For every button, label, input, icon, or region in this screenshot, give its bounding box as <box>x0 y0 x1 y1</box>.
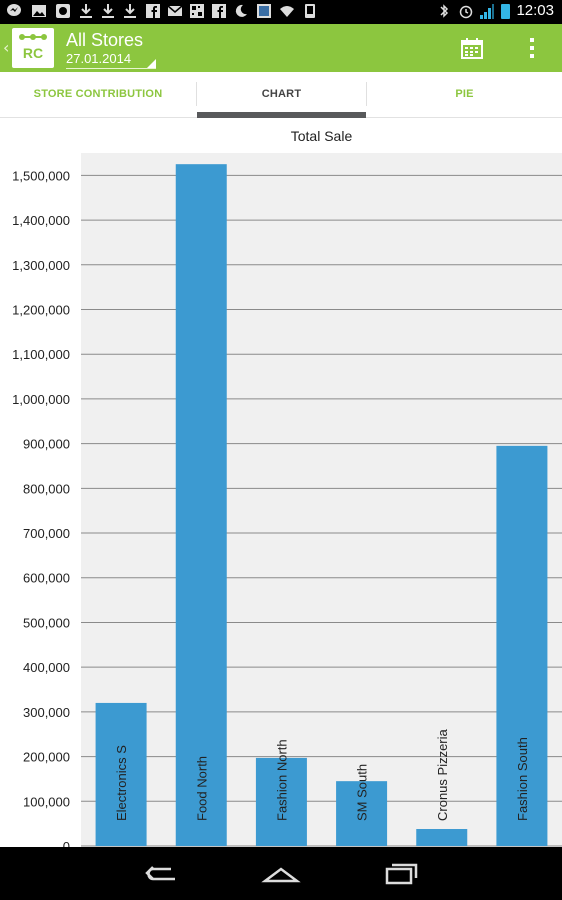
recent-apps-icon <box>385 863 418 885</box>
download-icon <box>100 3 116 19</box>
gmail-icon <box>167 3 183 19</box>
recent-apps-button[interactable] <box>381 859 421 887</box>
alarm-icon <box>458 3 474 19</box>
qr-icon <box>189 3 205 19</box>
page-title: All Stores <box>66 30 144 50</box>
y-tick-label: 800,000 <box>23 481 70 496</box>
tab-divider <box>366 82 367 106</box>
date-spinner[interactable]: 27.01.2014 <box>66 51 156 69</box>
category-label: Fashion South <box>515 737 530 821</box>
category-label: Cronus Pizzeria <box>435 728 450 821</box>
battery-icon <box>501 4 510 19</box>
y-tick-label: 900,000 <box>23 437 70 452</box>
status-bar: 12:03 <box>0 0 562 24</box>
tab-bar: STORE CONTRIBUTION CHART PIE <box>0 72 562 118</box>
category-label: Fashion North <box>274 739 289 821</box>
app-icon <box>302 3 318 19</box>
chart-area[interactable]: Total Sale 0 100,000 200,000 300,000 400,000… <box>0 118 562 847</box>
y-tick-label: 1,200,000 <box>12 302 70 317</box>
plot-background <box>81 153 562 846</box>
navigation-bar <box>0 847 562 900</box>
download-icon <box>78 3 94 19</box>
app-icon <box>256 3 272 19</box>
home-icon <box>261 867 301 883</box>
bar-fashion-south <box>496 445 548 846</box>
tab-store-contribution[interactable]: STORE CONTRIBUTION <box>33 88 163 100</box>
chart-title: Total Sale <box>290 128 353 144</box>
up-caret-icon[interactable]: ‹ <box>3 38 10 57</box>
home-button[interactable] <box>261 859 301 887</box>
bar-sm-south <box>336 781 388 846</box>
tab-selected-indicator <box>197 112 366 118</box>
logo-text: RC <box>22 45 44 61</box>
download-icon <box>122 3 138 19</box>
app-logo[interactable]: RC <box>12 28 54 68</box>
bar-electronics-s <box>95 702 147 846</box>
y-tick-label: 1,000,000 <box>12 392 70 407</box>
overflow-menu-button[interactable] <box>522 36 542 60</box>
y-tick-label: 1,500,000 <box>12 168 70 183</box>
date-value: 27.01.2014 <box>66 51 132 66</box>
tab-divider <box>196 82 197 106</box>
spinner-triangle-icon <box>147 59 156 68</box>
signal-icon <box>480 4 494 19</box>
moon-icon <box>233 3 249 19</box>
back-button[interactable] <box>141 859 181 887</box>
tab-pie[interactable]: PIE <box>455 88 474 100</box>
tab-chart[interactable]: CHART <box>261 88 302 100</box>
y-tick-label: 400,000 <box>23 660 70 675</box>
y-tick-label: 1,300,000 <box>12 258 70 273</box>
status-clock: 12:03 <box>516 2 554 19</box>
y-tick-label: 1,100,000 <box>12 347 70 362</box>
logo-dots-icon <box>19 33 47 41</box>
action-bar: ‹ RC All Stores 27.01.2014 <box>0 24 562 72</box>
y-tick-label: 100,000 <box>23 794 70 809</box>
y-tick-label: 300,000 <box>23 705 70 720</box>
overflow-menu-icon <box>530 38 534 42</box>
facebook-icon <box>145 3 161 19</box>
calendar-icon <box>461 38 483 59</box>
app-icon <box>55 3 71 19</box>
y-tick-label: 600,000 <box>23 571 70 586</box>
y-tick-label: 1,400,000 <box>12 213 70 228</box>
y-tick-label: 500,000 <box>23 615 70 630</box>
back-icon <box>145 866 175 881</box>
bluetooth-icon <box>436 3 452 19</box>
bar-cronus-pizzeria <box>416 829 468 846</box>
calendar-button[interactable] <box>460 37 484 59</box>
y-tick-label: 700,000 <box>23 526 70 541</box>
image-icon <box>31 3 47 19</box>
category-label: Electronics S <box>114 745 129 821</box>
category-label: Food North <box>194 756 209 821</box>
facebook-icon <box>211 3 227 19</box>
bar-fashion-north <box>255 757 307 846</box>
bar-chart: 0 100,000 200,000 300,000 400,000 500,000 600,… <box>12 153 562 847</box>
messenger-icon <box>6 3 22 19</box>
y-tick-label: 200,000 <box>23 750 70 765</box>
y-tick-label: 0 <box>63 839 70 847</box>
bar-food-north <box>175 164 227 846</box>
category-label: SM South <box>355 764 370 821</box>
wifi-icon <box>279 3 295 19</box>
